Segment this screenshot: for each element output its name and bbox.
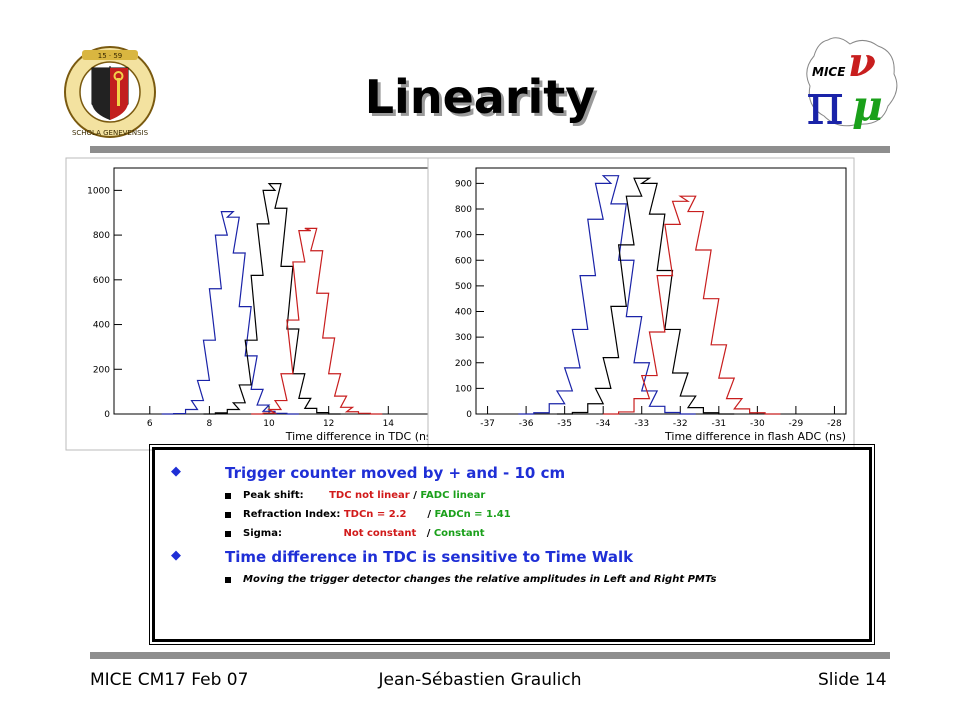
footer-center: Jean-Sébastien Graulich (378, 670, 582, 690)
x-tick-label: -32 (673, 419, 688, 429)
tdc-value: TDCn = 2.2 (343, 509, 407, 520)
x-tick-label: -31 (711, 419, 726, 429)
x-tick-label: -35 (557, 419, 572, 429)
sub-bullet-label: Peak shift: (243, 490, 304, 501)
logo-text: SCHOLA GENEVENSIS (72, 129, 149, 137)
x-tick-label: -28 (827, 419, 842, 429)
university-geneva-logo: SCHOLA GENEVENSIS 15 · 59 (62, 44, 158, 140)
y-tick-label: 800 (455, 205, 472, 215)
sub-bullet-label: Refraction Index: (243, 509, 341, 520)
tdc-value: TDC not linear (329, 490, 410, 501)
x-tick-label: -30 (750, 419, 765, 429)
footer-right: Slide 14 (818, 670, 887, 690)
histogram-series-2 (603, 195, 781, 415)
tdc-value: Not constant (343, 528, 417, 539)
square-bullet-icon (225, 577, 231, 583)
x-tick-label: 12 (323, 419, 334, 429)
y-tick-label: 400 (455, 308, 472, 318)
histogram-series-0 (518, 175, 696, 415)
x-tick-label: -34 (596, 419, 611, 429)
y-tick-label: 400 (93, 321, 110, 331)
x-tick-label: -33 (634, 419, 649, 429)
y-tick-label: 0 (104, 410, 110, 420)
x-axis-label: Time difference in TDC (ns) (285, 430, 436, 443)
bullet-2-text: Time difference in TDC is sensitive to T… (225, 548, 634, 566)
y-tick-label: 700 (455, 231, 472, 241)
bullet-1-text: Trigger counter moved by + and - 10 cm (225, 464, 566, 482)
x-tick-label: -36 (519, 419, 534, 429)
x-tick-label: 6 (147, 419, 153, 429)
y-tick-label: 200 (93, 365, 110, 375)
square-bullet-icon (225, 512, 231, 518)
x-tick-label: 10 (263, 419, 275, 429)
y-tick-label: 0 (466, 410, 472, 420)
bottom-divider (90, 652, 890, 659)
sub-bullet-label: Sigma: (243, 528, 282, 539)
y-tick-label: 100 (455, 384, 472, 394)
y-tick-label: 800 (93, 231, 110, 241)
chart-pad (65, 157, 445, 451)
square-bullet-icon (225, 493, 231, 499)
y-tick-label: 600 (455, 256, 472, 266)
plot-frame (475, 167, 847, 415)
histogram-series-2 (251, 227, 383, 415)
y-tick-label: 500 (455, 282, 472, 292)
square-bullet-icon (225, 531, 231, 537)
bullet-arrow-icon: ◆ (171, 464, 181, 479)
fadc-value: Constant (433, 528, 485, 539)
x-tick-label: 14 (383, 419, 395, 429)
fadc-histogram-chart: 0 100 200 300 400 500 600 700 800 900 -37 -36 -35 -34… (427, 157, 855, 451)
svg-text:π: π (806, 70, 844, 136)
fadc-value: FADCn = 1.41 (434, 509, 511, 520)
footer-left: MICE CM17 Feb 07 (90, 670, 249, 690)
y-tick-label: 1000 (87, 186, 110, 196)
chart-pad (427, 157, 855, 451)
x-tick-label: -37 (480, 419, 495, 429)
slide-title: Linearity (364, 70, 596, 124)
y-tick-label: 300 (455, 333, 472, 343)
logo-years: 15 · 59 (98, 52, 123, 60)
y-tick-label: 900 (455, 179, 472, 189)
fadc-value: FADC linear (420, 490, 486, 501)
x-axis-label: Time difference in flash ADC (ns) (664, 430, 846, 443)
svg-text:μ: μ (852, 81, 883, 130)
histogram-series-0 (161, 211, 299, 415)
bullet-arrow-icon: ◆ (171, 548, 181, 563)
histogram-series-1 (203, 183, 341, 415)
sub-bullet-text: Moving the trigger detector changes the … (243, 574, 717, 585)
x-tick-label: -29 (789, 419, 804, 429)
top-divider (90, 146, 890, 153)
x-tick-label: 8 (207, 419, 213, 429)
histogram-series-1 (556, 177, 735, 415)
mice-logo-text: MICE (812, 65, 846, 79)
mice-logo: ν π μ MICE (798, 30, 904, 138)
y-tick-label: 600 (93, 276, 110, 286)
svg-text:ν: ν (848, 39, 876, 86)
y-tick-label: 200 (455, 359, 472, 369)
summary-box: ◆ Trigger counter moved by + and - 10 cm… (149, 444, 875, 645)
